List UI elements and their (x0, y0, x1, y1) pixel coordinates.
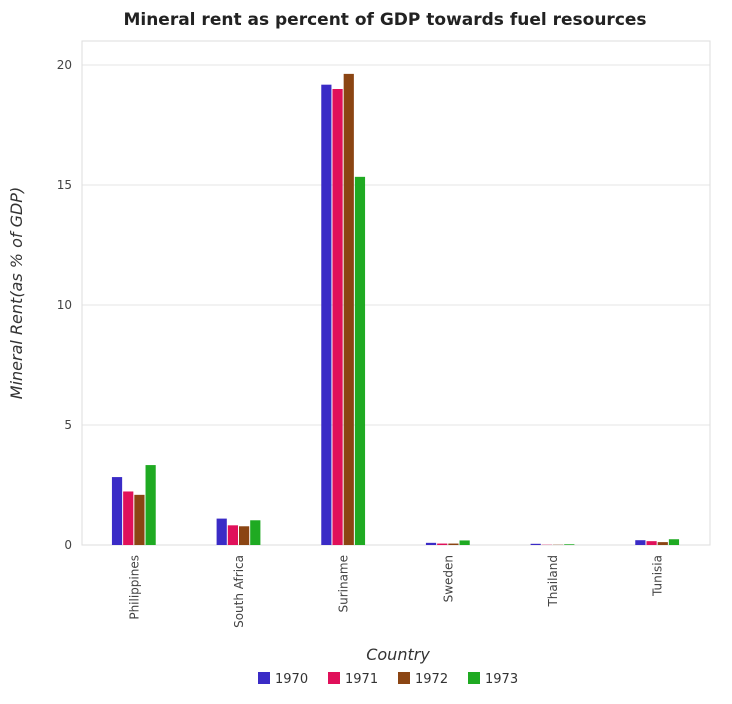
bar-1973-sweden (460, 540, 470, 545)
y-axis-label: Mineral Rent(as % of GDP) (7, 187, 26, 399)
bar-1973-suriname (355, 177, 365, 545)
bar-1971-philippines (123, 491, 133, 545)
bar-1972-philippines (134, 495, 144, 545)
bar-1972-south-africa (239, 526, 249, 545)
bar-1970-suriname (321, 85, 331, 545)
legend-swatch-1971 (328, 672, 340, 684)
bar-1973-tunisia (669, 539, 679, 545)
legend-swatch-1973 (468, 672, 480, 684)
legend-label: 1970 (275, 672, 308, 687)
x-tick-label: Suriname (337, 555, 351, 613)
legend-swatch-1970 (258, 672, 270, 684)
y-tick-label: 5 (64, 418, 72, 432)
bar-1970-sweden (426, 543, 436, 545)
bar-1971-suriname (332, 89, 342, 545)
bar-1972-suriname (344, 74, 354, 545)
legend-label: 1971 (345, 672, 378, 687)
x-tick-label: Philippines (127, 555, 141, 620)
bar-1973-philippines (146, 465, 156, 545)
bar-1971-south-africa (228, 525, 238, 545)
bar-1973-south-africa (250, 520, 260, 545)
x-tick-label: Tunisia (651, 555, 665, 597)
x-tick-label: South Africa (232, 555, 246, 628)
bar-1972-sweden (448, 544, 458, 545)
bar-1971-sweden (437, 544, 447, 545)
bar-1970-tunisia (635, 540, 645, 545)
x-tick-label: Thailand (546, 555, 560, 608)
legend-label: 1972 (415, 672, 448, 687)
bar-1970-thailand (531, 544, 541, 545)
y-tick-label: 10 (57, 298, 72, 312)
legend-label: 1973 (485, 672, 518, 687)
chart-title: Mineral rent as percent of GDP towards f… (123, 10, 646, 30)
y-tick-label: 0 (64, 538, 72, 552)
x-axis-label: Country (366, 645, 430, 664)
bar-1973-thailand (564, 544, 574, 545)
y-tick-label: 20 (57, 58, 72, 72)
x-tick-label: Sweden (441, 555, 455, 602)
legend-swatch-1972 (398, 672, 410, 684)
bar-1971-tunisia (646, 541, 656, 545)
bar-1972-tunisia (658, 542, 668, 545)
bar-1970-philippines (112, 477, 122, 545)
bar-1970-south-africa (217, 519, 227, 545)
y-tick-label: 15 (57, 178, 72, 192)
